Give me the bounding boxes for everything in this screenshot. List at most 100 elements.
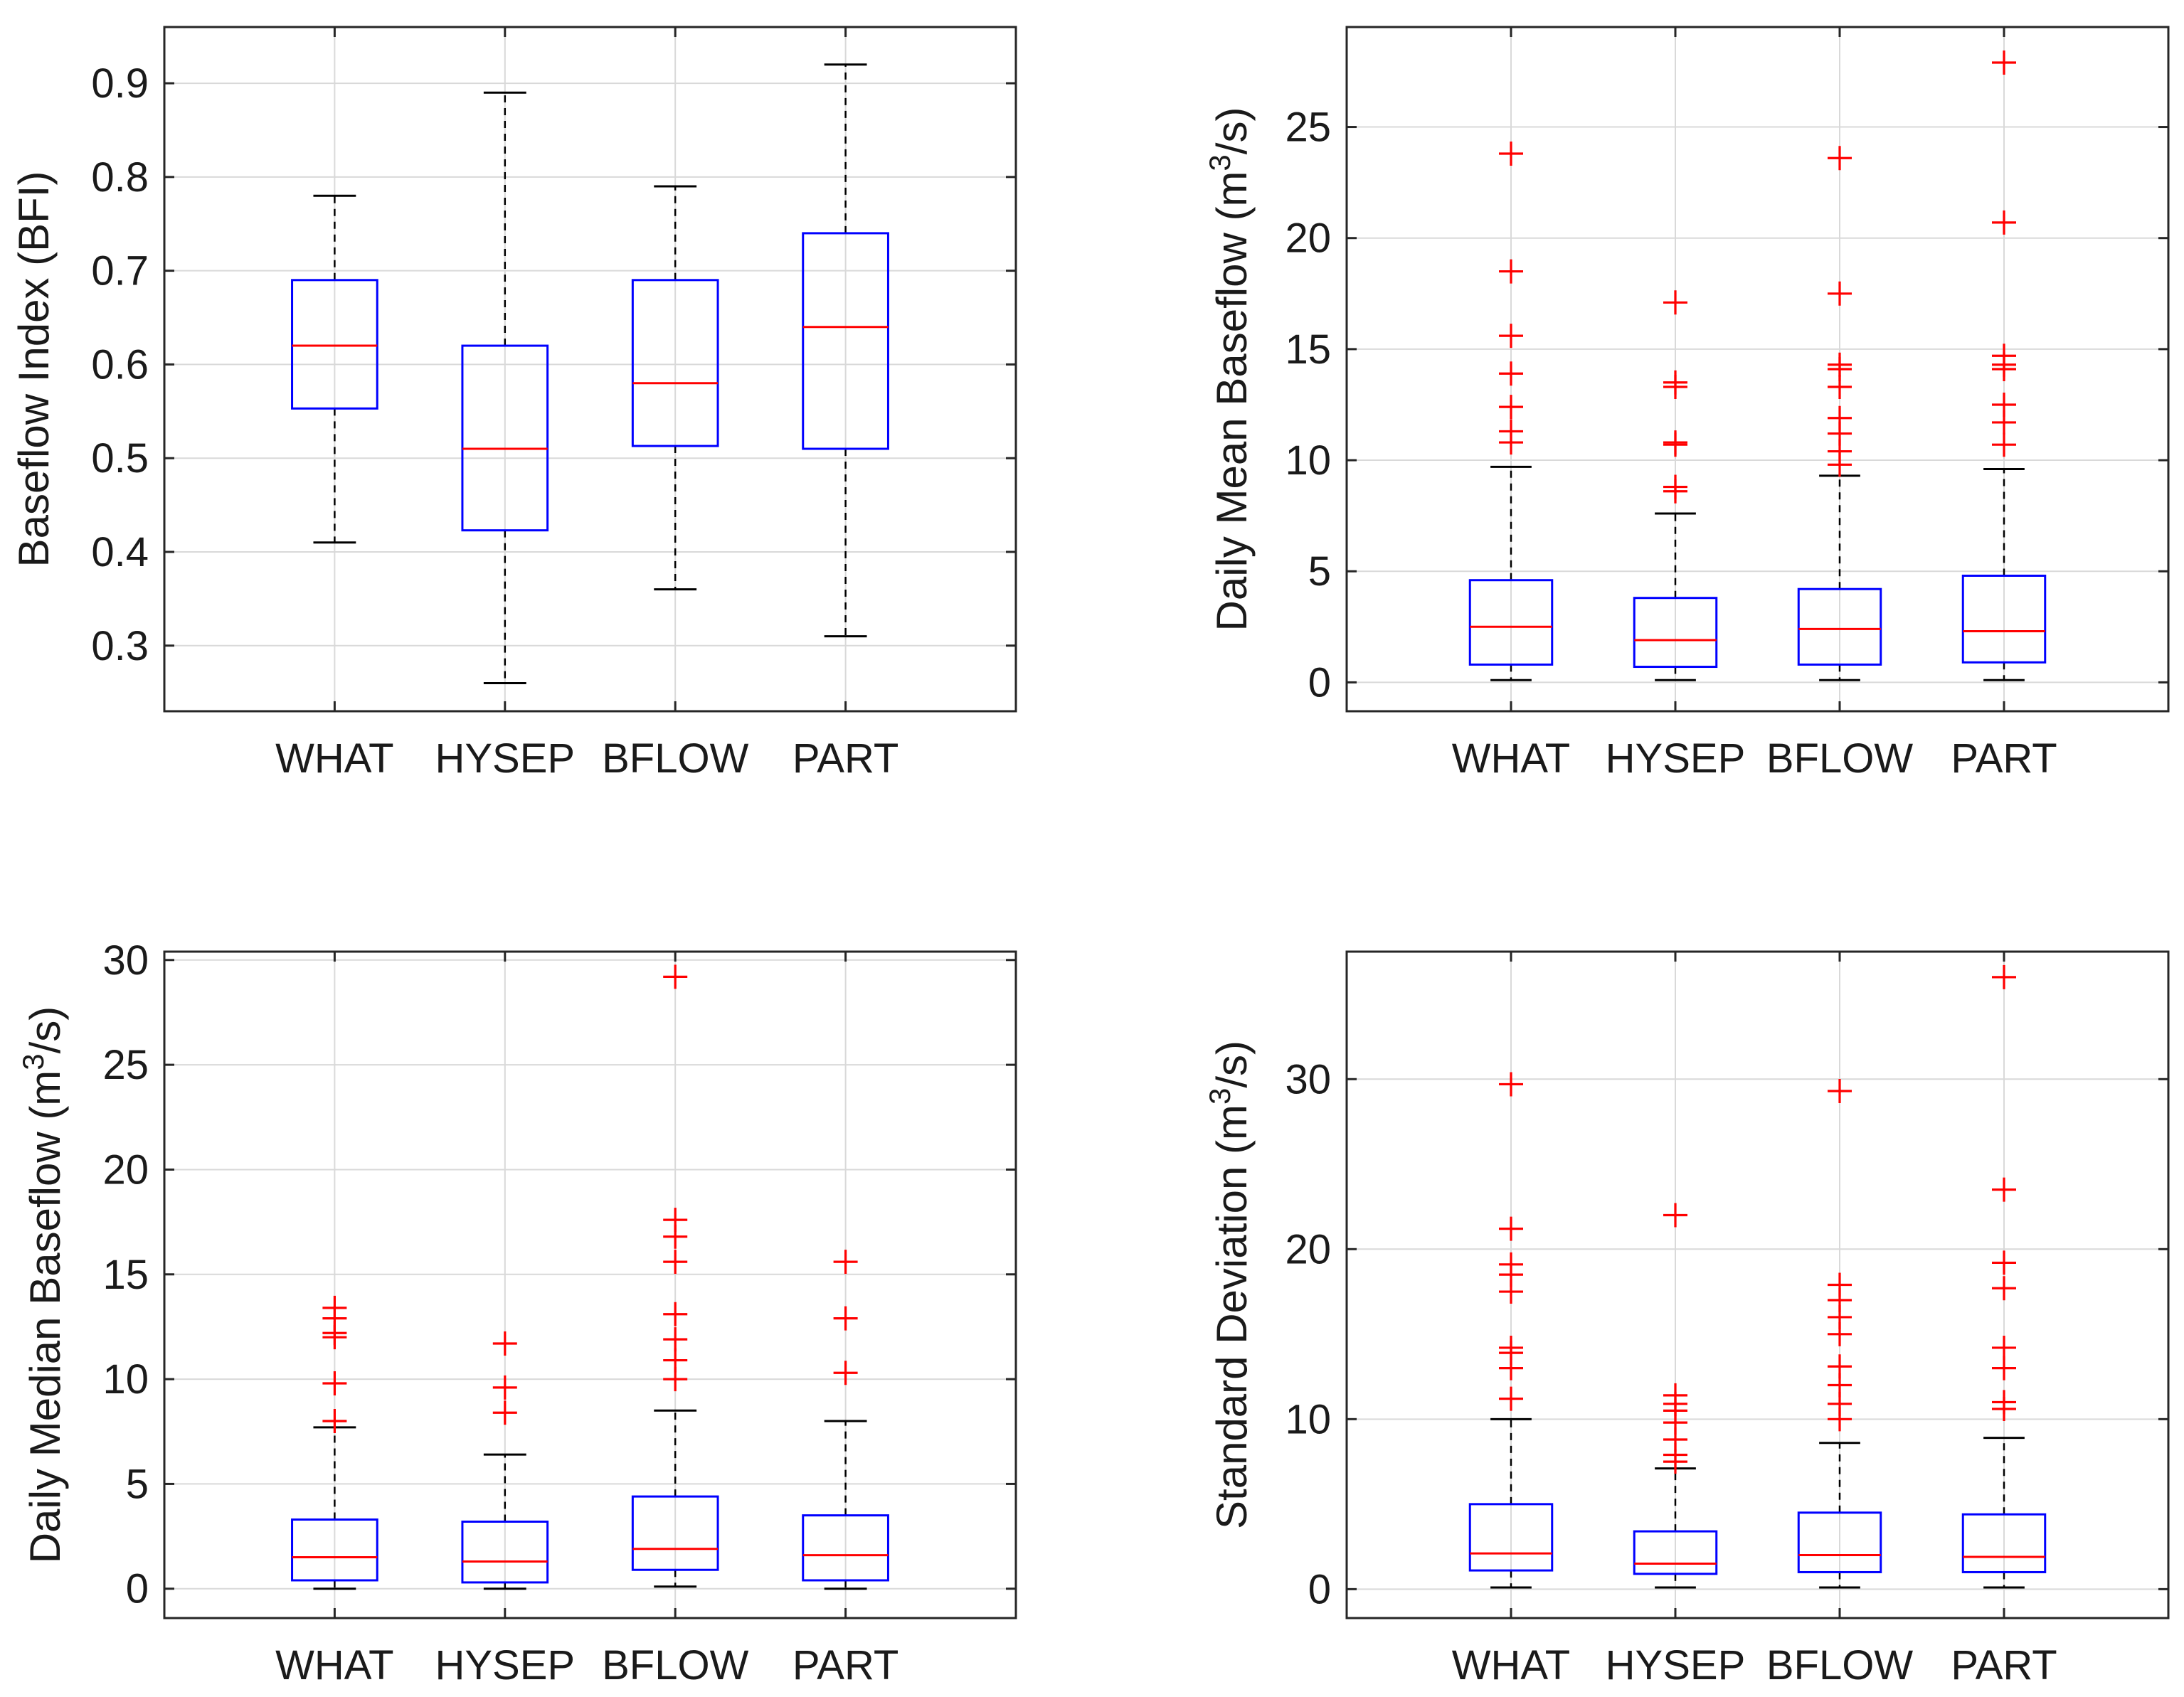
axes-frame xyxy=(1345,26,2170,713)
outlier-point xyxy=(1992,1390,2016,1415)
y-axis-label-unit: /s) xyxy=(1208,1041,1256,1088)
outlier-point xyxy=(1828,1079,1852,1104)
y-tick-label: 0.6 xyxy=(91,341,149,388)
y-axis-label: Standard Deviation (m3/s) xyxy=(1203,1041,1256,1529)
outlier-point xyxy=(1499,142,1523,166)
axes-frame xyxy=(163,950,1017,1619)
panel-standard-deviation: 0 10 20 30 WHAT HYSEP BFLOW PART Standard Deviat… xyxy=(1203,950,2170,1688)
outlier-point xyxy=(1828,1272,1852,1297)
outlier-point xyxy=(1499,395,1523,420)
y-tick-label: 25 xyxy=(102,1042,149,1088)
x-tick-label: HYSEP xyxy=(1606,735,1746,782)
outlier-point xyxy=(1992,50,2016,75)
iqr-box xyxy=(802,232,889,450)
outlier-point xyxy=(1828,405,1852,430)
iqr-box xyxy=(631,1495,719,1571)
y-tick-label: 20 xyxy=(102,1147,149,1193)
plot-area xyxy=(164,27,1016,711)
outlier-point xyxy=(1663,370,1687,395)
iqr-box xyxy=(802,1514,889,1582)
outlier-point xyxy=(1663,290,1687,315)
outlier-point xyxy=(833,1250,858,1275)
x-tick-label: PART xyxy=(793,1642,898,1688)
y-axis-label: Daily Mean Baseflow (m3/s) xyxy=(1203,107,1256,632)
x-tick-label: PART xyxy=(793,735,898,782)
outlier-point xyxy=(492,1375,517,1400)
y-tick-label: 10 xyxy=(1285,437,1331,484)
y-tick-label: 0 xyxy=(1308,659,1331,706)
box-hysep xyxy=(461,91,549,684)
outlier-point xyxy=(1828,146,1852,171)
outlier-point xyxy=(1663,1203,1687,1228)
y-tick-label: 0.3 xyxy=(91,623,149,669)
x-tick-label: HYSEP xyxy=(435,735,575,782)
outlier-point xyxy=(1499,361,1523,386)
outlier-point xyxy=(1992,1177,2016,1202)
box-part xyxy=(1961,964,2047,1589)
outlier-point xyxy=(663,1208,688,1233)
y-tick-label: 0.7 xyxy=(91,248,149,294)
outlier-point xyxy=(1992,1250,2016,1275)
iqr-box xyxy=(1468,579,1554,666)
outlier-point xyxy=(1992,432,2016,457)
y-tick-label: 0.5 xyxy=(91,435,149,482)
outlier-point xyxy=(663,1327,688,1352)
iqr-box xyxy=(461,1520,549,1584)
y-axis-label-main: Daily Median Baseflow (m xyxy=(21,1070,69,1564)
outlier-point xyxy=(492,1400,517,1425)
outlier-point xyxy=(1499,419,1523,444)
outlier-point xyxy=(1992,392,2016,417)
x-tick-label: WHAT xyxy=(275,1642,393,1688)
plot-area xyxy=(1347,952,2168,1618)
outlier-point xyxy=(1499,1216,1523,1241)
box-part xyxy=(1961,50,2047,681)
panel-daily-median-baseflow: 0 5 10 15 20 25 30 WHAT HYSEP BFLOW PART Daily Medi… xyxy=(16,937,1017,1688)
x-tick-label: PART xyxy=(1951,1642,2057,1688)
box-bflow xyxy=(631,964,719,1588)
x-tick-label: BFLOW xyxy=(1766,735,1913,782)
panel-baseflow-index: 0.3 0.4 0.5 0.6 0.7 0.8 0.9 WHAT HYSEP BFLOW PART B… xyxy=(10,26,1017,782)
outlier-point xyxy=(1992,1356,2016,1381)
y-axis-label-main: Daily Mean Baseflow (m xyxy=(1208,171,1256,632)
y-axis-label: Daily Median Baseflow (m3/s) xyxy=(16,1006,70,1564)
x-tick-label: WHAT xyxy=(275,735,393,782)
outlier-point xyxy=(1992,1276,2016,1301)
iqr-box xyxy=(1633,597,1718,669)
outlier-point xyxy=(1663,430,1687,455)
plot-area xyxy=(164,952,1016,1618)
axes-frame xyxy=(163,26,1017,713)
box-what xyxy=(1468,142,1554,681)
y-axis-label: Baseflow Index (BFI) xyxy=(10,171,58,568)
panel-daily-mean-baseflow: 0 5 10 15 20 25 WHAT HYSEP BFLOW PART Daily Mean B… xyxy=(1203,26,2170,782)
outlier-point xyxy=(1499,324,1523,349)
axes-frame xyxy=(1345,950,2170,1619)
outlier-point xyxy=(1663,474,1687,499)
outlier-point xyxy=(1499,1252,1523,1277)
outlier-point xyxy=(1499,259,1523,284)
y-tick-label: 0 xyxy=(126,1566,149,1612)
y-tick-label: 20 xyxy=(1285,1226,1331,1272)
outlier-point xyxy=(1828,1354,1852,1379)
box-hysep xyxy=(1633,1203,1718,1589)
y-tick-label: 0 xyxy=(1308,1566,1331,1612)
y-tick-label: 0.8 xyxy=(91,154,149,201)
box-what xyxy=(291,194,378,544)
y-tick-label: 5 xyxy=(1308,548,1331,595)
iqr-box xyxy=(1961,1513,2047,1573)
y-tick-label: 20 xyxy=(1285,216,1331,262)
box-bflow xyxy=(1797,146,1882,681)
iqr-box xyxy=(1961,574,2047,664)
y-tick-label: 30 xyxy=(102,937,149,984)
y-axis-label-unit: /s) xyxy=(21,1006,69,1054)
outlier-point xyxy=(1992,210,2016,235)
box-what xyxy=(1468,1072,1554,1589)
x-tick-label: HYSEP xyxy=(435,1642,575,1688)
box-hysep xyxy=(461,1331,549,1590)
y-tick-label: 0.4 xyxy=(91,529,149,575)
outlier-point xyxy=(1828,281,1852,306)
y-tick-label: 5 xyxy=(126,1461,149,1507)
x-tick-label: WHAT xyxy=(1452,735,1570,782)
iqr-box xyxy=(1633,1530,1718,1575)
outlier-point xyxy=(833,1361,858,1385)
box-part xyxy=(802,1250,889,1590)
